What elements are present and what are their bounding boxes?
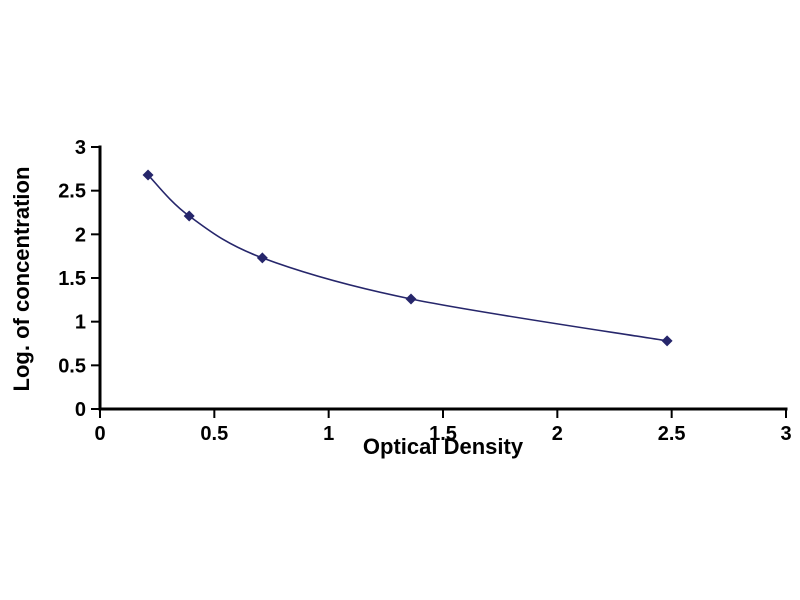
- x-tick-label: 0.5: [200, 423, 228, 445]
- x-tick-label: 1: [323, 423, 334, 445]
- y-tick-label: 1: [75, 312, 86, 334]
- data-point-marker: [256, 252, 268, 264]
- x-axis-title: Optical Density: [362, 434, 524, 459]
- x-tick-label: 1.5: [429, 423, 457, 445]
- data-point-marker: [661, 335, 673, 347]
- y-tick-label: 2: [75, 224, 86, 246]
- x-tick-label: 2.5: [658, 423, 686, 445]
- y-tick-label: 3: [75, 137, 86, 159]
- x-tick-label: 2: [552, 423, 563, 445]
- y-tick-label: 2.5: [58, 181, 86, 203]
- axes-spines: [98, 145, 788, 411]
- y-tick-label: 0: [75, 399, 86, 421]
- y-tick-label: 0.5: [58, 355, 86, 377]
- y-tick-label: 1.5: [58, 268, 86, 290]
- data-point-marker: [183, 210, 195, 222]
- data-point-marker: [142, 169, 154, 181]
- curve-line: [147, 174, 668, 342]
- x-tick-label: 3: [780, 423, 791, 445]
- data-point-marker: [405, 293, 417, 305]
- x-tick-label: 0: [94, 423, 105, 445]
- y-axis-title: Log. of concentration: [9, 166, 34, 392]
